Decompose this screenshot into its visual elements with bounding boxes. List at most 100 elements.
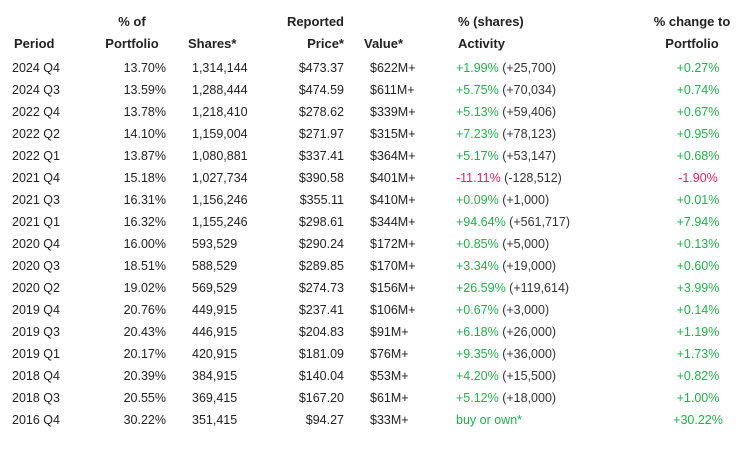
cell-price: $474.59: [298, 83, 344, 97]
header-line: Portfolio: [665, 36, 719, 51]
cell-activity: +5.12% (+18,000): [438, 387, 637, 409]
cell-price: $167.20: [298, 391, 344, 405]
column-header-period: Period: [0, 0, 94, 55]
cell-change-to-portfolio: +0.67%: [676, 105, 720, 119]
cell-price: $289.85: [298, 259, 344, 273]
cell-price: $181.09: [298, 347, 344, 361]
cell-price: $355.11: [299, 193, 344, 207]
cell-period: 2024 Q3: [12, 83, 60, 97]
cell-pct-portfolio: 16.31%: [123, 193, 166, 207]
cell-shares: 1,156,246: [192, 193, 248, 207]
cell-pct-portfolio: 19.02%: [123, 281, 166, 295]
cell-activity: +94.64% (+561,717): [438, 211, 637, 233]
cell-activity: +1.99% (+25,700): [438, 55, 637, 79]
table-row: 2020 Q4 16.00% 593,529 $290.24 $172M+ +0.85% …: [0, 233, 747, 255]
cell-activity: +3.34% (+19,000): [438, 255, 637, 277]
cell-pct-portfolio: 20.39%: [123, 369, 166, 383]
cell-pct-portfolio: 20.55%: [123, 391, 166, 405]
cell-activity: +5.17% (+53,147): [438, 145, 637, 167]
table-row: 2022 Q2 14.10% 1,159,004 $271.97 $315M+ +7.23…: [0, 123, 747, 145]
cell-period: 2018 Q4: [12, 369, 60, 383]
table-row: 2022 Q4 13.78% 1,218,410 $278.62 $339M+ +5.13…: [0, 101, 747, 123]
table-row: 2022 Q1 13.87% 1,080,881 $337.41 $364M+ +5.17…: [0, 145, 747, 167]
activity-shares-delta: (-128,512): [500, 171, 562, 185]
holdings-history-table: Period % of Portfolio Shares* Reported P…: [0, 0, 747, 431]
cell-value: $53M+: [370, 369, 409, 383]
cell-period: 2021 Q1: [12, 215, 60, 229]
table-row: 2016 Q4 30.22% 351,415 $94.27 $33M+ buy or ow…: [0, 409, 747, 431]
cell-value: $611M+: [370, 83, 415, 97]
cell-value: $622M+: [370, 61, 416, 75]
activity-percent: +4.20%: [456, 369, 499, 383]
activity-percent: +5.17%: [456, 149, 499, 163]
activity-percent: +26.59%: [456, 281, 506, 295]
cell-activity: +4.20% (+15,500): [438, 365, 637, 387]
cell-price: $278.62: [298, 105, 344, 119]
activity-shares-delta: (+26,000): [498, 325, 557, 339]
cell-change-to-portfolio: +0.01%: [676, 193, 720, 207]
header-line: Period: [14, 36, 55, 51]
activity-percent: +0.09%: [456, 193, 499, 207]
cell-change-to-portfolio: +0.95%: [676, 127, 720, 141]
cell-shares: 351,415: [192, 413, 238, 427]
cell-shares: 588,529: [192, 259, 238, 273]
cell-value: $33M+: [370, 413, 409, 427]
activity-percent: +5.13%: [456, 105, 499, 119]
header-line: Value*: [364, 36, 404, 51]
cell-period: 2024 Q4: [12, 61, 60, 75]
cell-shares: 1,288,444: [192, 83, 248, 97]
cell-change-to-portfolio: +1.00%: [676, 391, 720, 405]
table-row: 2019 Q3 20.43% 446,915 $204.83 $91M+ +6.18% (…: [0, 321, 747, 343]
cell-value: $61M+: [370, 391, 409, 405]
cell-shares: 593,529: [192, 237, 238, 251]
cell-change-to-portfolio: +1.19%: [676, 325, 720, 339]
cell-price: $271.97: [298, 127, 344, 141]
activity-percent: +5.75%: [456, 83, 499, 97]
cell-shares: 420,915: [192, 347, 238, 361]
activity-shares-delta: (+561,717): [505, 215, 570, 229]
cell-pct-portfolio: 14.10%: [123, 127, 166, 141]
cell-shares: 1,080,881: [192, 149, 248, 163]
cell-change-to-portfolio: +0.68%: [676, 149, 720, 163]
activity-percent: +1.99%: [456, 61, 499, 75]
activity-shares-delta: (+25,700): [498, 61, 557, 75]
cell-pct-portfolio: 20.17%: [123, 347, 166, 361]
cell-activity: +0.09% (+1,000): [438, 189, 637, 211]
table-body: 2024 Q4 13.70% 1,314,144 $473.37 $622M+ +1.99…: [0, 55, 747, 431]
cell-shares: 449,915: [192, 303, 238, 317]
cell-pct-portfolio: 16.32%: [123, 215, 166, 229]
activity-shares-delta: (+70,034): [498, 83, 557, 97]
cell-shares: 1,218,410: [192, 105, 248, 119]
header-line: Reported: [286, 14, 344, 29]
cell-shares: 369,415: [192, 391, 238, 405]
cell-shares: 1,314,144: [192, 61, 248, 75]
cell-change-to-portfolio: +3.99%: [676, 281, 720, 295]
cell-activity: +0.67% (+3,000): [438, 299, 637, 321]
cell-value: $170M+: [370, 259, 416, 273]
header-row: Period % of Portfolio Shares* Reported P…: [0, 0, 747, 55]
cell-activity: -11.11% (-128,512): [438, 167, 637, 189]
cell-value: $344M+: [370, 215, 416, 229]
column-header-value: Value*: [346, 0, 438, 55]
activity-shares-delta: (+119,614): [505, 281, 570, 295]
table-row: 2021 Q1 16.32% 1,155,246 $298.61 $344M+ +94.6…: [0, 211, 747, 233]
cell-change-to-portfolio: -1.90%: [678, 171, 718, 185]
cell-value: $364M+: [370, 149, 416, 163]
cell-activity: buy or own*: [438, 409, 637, 431]
activity-shares-delta: (+53,147): [498, 149, 557, 163]
header-line: Portfolio: [105, 36, 159, 51]
cell-value: $401M+: [370, 171, 416, 185]
cell-value: $76M+: [370, 347, 409, 361]
cell-pct-portfolio: 13.87%: [123, 149, 166, 163]
cell-price: $390.58: [298, 171, 344, 185]
cell-pct-portfolio: 16.00%: [123, 237, 166, 251]
cell-period: 2020 Q3: [12, 259, 60, 273]
cell-period: 2021 Q3: [12, 193, 60, 207]
cell-activity: +5.13% (+59,406): [438, 101, 637, 123]
cell-value: $315M+: [370, 127, 416, 141]
cell-pct-portfolio: 13.70%: [123, 61, 166, 75]
activity-shares-delta: (+15,500): [498, 369, 557, 383]
cell-change-to-portfolio: +0.82%: [676, 369, 720, 383]
cell-activity: +7.23% (+78,123): [438, 123, 637, 145]
cell-price: $274.73: [298, 281, 344, 295]
